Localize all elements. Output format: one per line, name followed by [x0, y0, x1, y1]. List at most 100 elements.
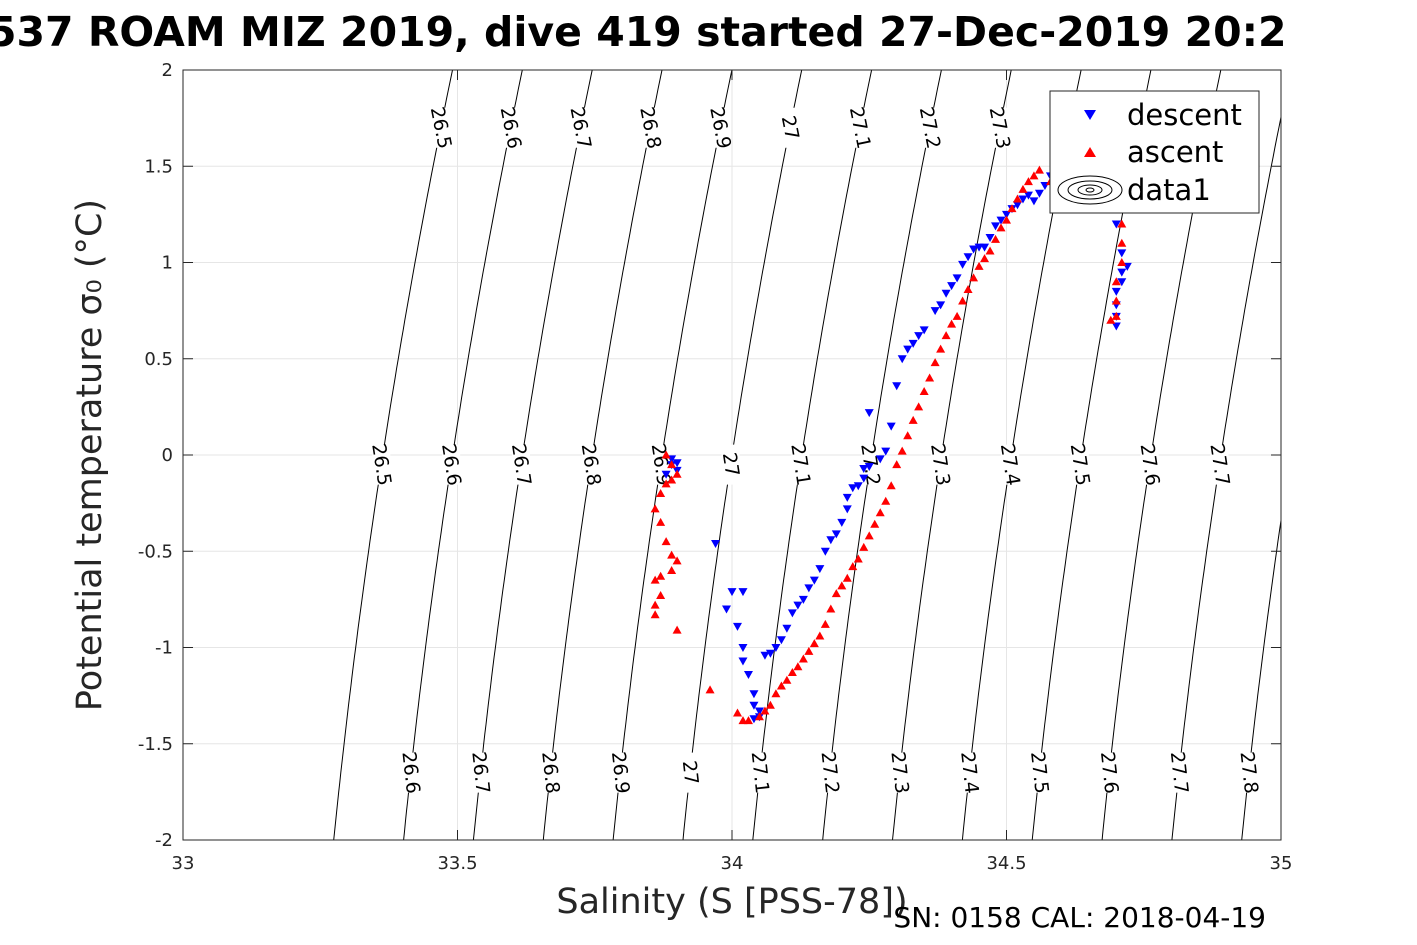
data-point-ascent — [826, 604, 836, 613]
data-point-ascent — [881, 496, 891, 505]
series-ascent-markers — [650, 165, 1127, 725]
contour-label: 27.1 — [747, 750, 774, 794]
data-point-descent — [875, 455, 885, 464]
data-point-descent — [969, 245, 979, 254]
contour-label-gap — [471, 752, 490, 793]
data-point-descent — [864, 409, 874, 418]
contour-label-gap — [711, 107, 730, 148]
legend[interactable]: descent ascent data1 — [1049, 90, 1260, 214]
data-point-ascent — [650, 610, 660, 619]
data-point-descent — [749, 690, 759, 699]
contour-label-gap — [511, 444, 530, 485]
data-point-ascent — [985, 246, 995, 255]
x-axis-ticks: 33 33.5 34 34.5 35 — [172, 70, 1292, 874]
contour-label-gap — [581, 444, 600, 485]
data-point-descent — [908, 339, 918, 348]
data-point-descent — [848, 484, 858, 493]
data-point-ascent — [930, 358, 940, 367]
data-point-descent — [809, 576, 819, 585]
y-tick-label: 0.5 — [144, 349, 173, 370]
legend-contour-icon — [1057, 175, 1123, 205]
data-point-ascent — [661, 479, 671, 488]
x-tick-label: 34 — [721, 853, 744, 874]
contour-label-gap — [1030, 752, 1049, 793]
contour-label: 27.3 — [886, 750, 913, 794]
data-point-ascent — [875, 508, 885, 517]
contour-label-gap — [990, 107, 1009, 148]
data-point-descent — [936, 301, 946, 310]
contour-label-gap — [681, 752, 700, 793]
data-point-ascent — [980, 254, 990, 263]
data-point-descent — [963, 253, 973, 262]
data-point-ascent — [815, 631, 825, 640]
data-point-descent — [672, 459, 682, 468]
data-point-ascent — [656, 489, 666, 497]
data-point-ascent — [672, 625, 682, 634]
data-point-descent — [727, 588, 737, 597]
contour-label: 27 — [777, 114, 803, 142]
data-point-descent — [859, 464, 869, 473]
data-point-ascent — [831, 589, 841, 598]
data-point-ascent — [1029, 171, 1039, 180]
data-point-ascent — [804, 646, 814, 655]
data-point-ascent — [667, 566, 677, 574]
data-point-descent — [919, 326, 929, 335]
contour-label-gap — [1169, 752, 1188, 793]
data-point-ascent — [1034, 165, 1044, 174]
contour-label: 27 — [718, 451, 743, 478]
y-tick-label: -1 — [155, 638, 173, 659]
data-point-ascent — [897, 446, 907, 455]
data-point-ascent — [1117, 219, 1127, 228]
data-point-descent — [749, 701, 759, 710]
contour-label-gap — [442, 444, 461, 485]
contour-label-gap — [750, 752, 769, 793]
data-point-ascent — [754, 712, 764, 721]
y-axis-ticks: 2 1.5 1 0.5 0 -0.5 -1 -1.5 -2 — [138, 60, 1281, 851]
data-point-descent — [837, 518, 847, 527]
data-point-ascent — [963, 284, 973, 293]
legend-descent-marker-icon — [1084, 110, 1096, 120]
data-point-ascent — [650, 600, 660, 609]
y-tick-label: 0 — [162, 445, 173, 466]
data-point-ascent — [672, 556, 682, 565]
contour-label: 27.6 — [1096, 750, 1123, 794]
data-point-ascent — [903, 431, 913, 440]
data-point-ascent — [996, 223, 1006, 232]
data-point-ascent — [914, 402, 924, 411]
legend-ascent-label: ascent — [1127, 135, 1223, 169]
data-point-descent — [738, 657, 748, 666]
series-descent-markers — [661, 141, 1132, 724]
data-point-descent — [996, 216, 1006, 225]
data-point-ascent — [732, 708, 742, 717]
contour-label: 27.4 — [956, 750, 983, 794]
contour-label: 27.5 — [1026, 750, 1053, 794]
data-point-descent — [914, 332, 924, 341]
data-point-descent — [859, 474, 869, 483]
y-tick-label: -1.5 — [138, 734, 173, 755]
data-point-ascent — [1012, 194, 1022, 203]
data-point-ascent — [765, 700, 775, 709]
data-point-descent — [831, 530, 841, 539]
data-point-ascent — [1023, 177, 1033, 186]
data-point-descent — [776, 636, 786, 645]
data-point-ascent — [672, 469, 682, 478]
x-tick-label: 34.5 — [986, 853, 1026, 874]
data-point-ascent — [798, 654, 808, 663]
y-tick-label: -2 — [155, 830, 173, 851]
contour-label: 27.8 — [1236, 750, 1263, 794]
data-point-descent — [991, 222, 1001, 231]
contour-label: 27.2 — [817, 750, 844, 794]
contour-label-gap — [641, 107, 660, 148]
data-point-descent — [952, 274, 962, 283]
data-point-ascent — [1117, 258, 1127, 266]
contour-label-gap — [1100, 752, 1119, 793]
contour-label-gap — [931, 444, 950, 485]
data-point-ascent — [864, 531, 874, 540]
contour-label-gap — [571, 107, 590, 148]
data-point-descent — [738, 588, 748, 597]
data-point-descent — [1111, 287, 1121, 296]
contour-label-gap — [820, 752, 839, 793]
data-point-ascent — [886, 481, 896, 490]
data-point-ascent — [656, 571, 666, 580]
